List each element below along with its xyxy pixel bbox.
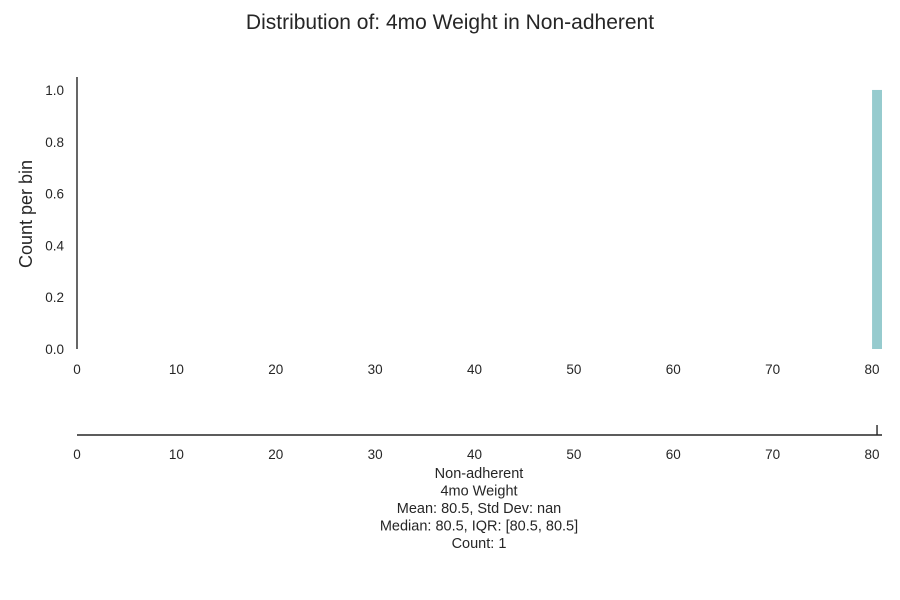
rug-x-tick-label: 80 [865, 447, 880, 462]
caption-line: Non-adherent [435, 466, 524, 482]
y-tick-label: 0.0 [45, 342, 64, 357]
y-tick-label: 1.0 [45, 83, 64, 98]
y-axis-label: Count per bin [16, 160, 36, 268]
x-tick-label: 60 [666, 362, 681, 377]
rug-x-tick-label: 40 [467, 447, 482, 462]
histogram-bar [872, 89, 882, 349]
histogram-panel: 0.0 0.2 0.4 0.6 0.8 1.0 0 10 20 30 40 50 60 70 80 [45, 77, 882, 377]
rug-x-tick-label: 30 [368, 447, 383, 462]
chart-title: Distribution of: 4mo Weight in Non-adher… [246, 11, 654, 34]
x-tick-label: 20 [268, 362, 283, 377]
x-tick-label: 10 [169, 362, 184, 377]
y-tick-label: 0.6 [45, 187, 64, 202]
y-tick-label: 0.2 [45, 290, 64, 305]
caption-line: Median: 80.5, IQR: [80.5, 80.5] [380, 519, 578, 535]
rug-x-tick-label: 50 [566, 447, 581, 462]
caption-line: 4mo Weight [440, 484, 517, 500]
y-tick-label: 0.8 [45, 135, 64, 150]
rug-x-tick-label: 60 [666, 447, 681, 462]
y-tick-label: 0.4 [45, 238, 64, 253]
x-tick-label: 0 [73, 362, 81, 377]
x-tick-label: 30 [368, 362, 383, 377]
rug-x-tick-label: 10 [169, 447, 184, 462]
rug-x-tick-label: 20 [268, 447, 283, 462]
x-tick-label: 70 [765, 362, 780, 377]
x-tick-label: 80 [865, 362, 880, 377]
caption-line: Count: 1 [452, 536, 507, 552]
rug-x-tick-label: 70 [765, 447, 780, 462]
x-tick-label: 50 [566, 362, 581, 377]
rug-panel: 0 10 20 30 40 50 60 70 80 [73, 425, 882, 462]
rug-x-tick-label: 0 [73, 447, 81, 462]
x-tick-label: 40 [467, 362, 482, 377]
caption-line: Mean: 80.5, Std Dev: nan [397, 501, 561, 517]
